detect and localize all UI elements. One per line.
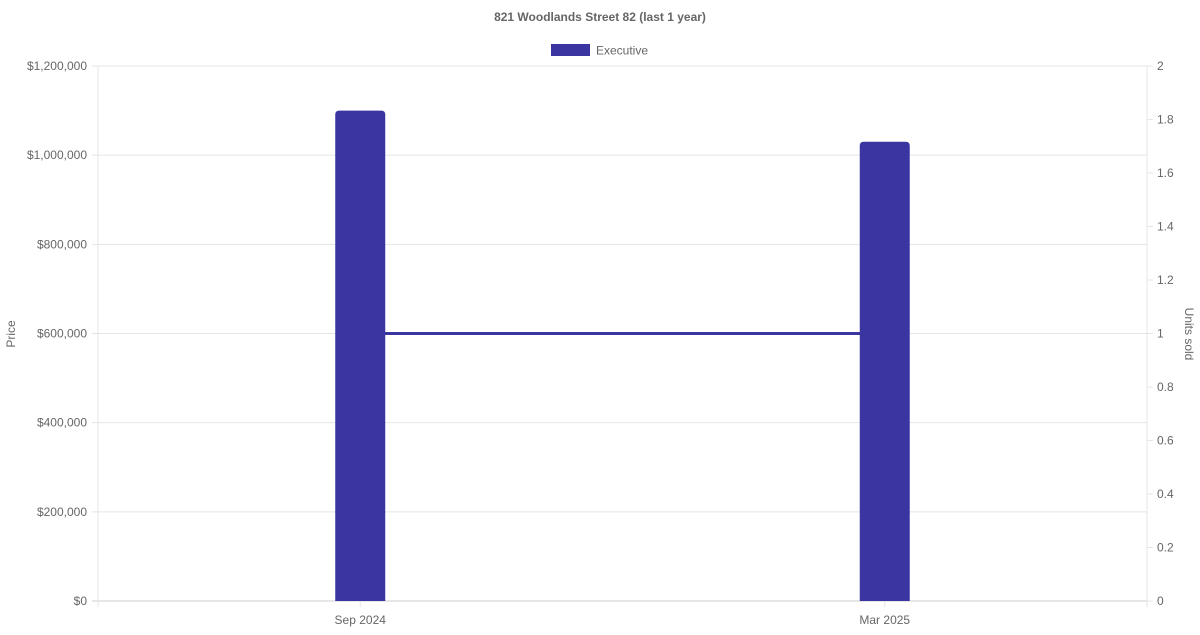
y2-tick-label: 1: [1157, 327, 1164, 341]
y2-tick-label: 1.4: [1157, 220, 1174, 234]
y2-tick-label: 0.2: [1157, 541, 1174, 555]
price-bar: [335, 110, 386, 601]
y2-tick-label: 0.8: [1157, 380, 1174, 394]
y2-axis-label: Units sold: [1182, 308, 1196, 361]
chart-title: 821 Woodlands Street 82 (last 1 year): [494, 10, 706, 24]
y-tick-label: $400,000: [37, 416, 87, 430]
legend-label: Executive: [596, 44, 648, 58]
y-tick-label: $800,000: [37, 237, 87, 251]
y2-tick-label: 2: [1157, 59, 1164, 73]
price-bar: [859, 141, 910, 601]
y2-tick-label: 1.2: [1157, 273, 1174, 287]
y-tick-label: $1,200,000: [27, 59, 87, 73]
x-tick-label: Mar 2025: [859, 613, 910, 627]
y2-tick-label: 0.4: [1157, 487, 1174, 501]
y-tick-label: $0: [74, 594, 88, 608]
y-tick-label: $600,000: [37, 327, 87, 341]
y2-tick-label: 1.6: [1157, 166, 1174, 180]
y-tick-label: $200,000: [37, 505, 87, 519]
y-axis-label: Price: [4, 320, 18, 348]
x-tick-label: Sep 2024: [335, 613, 387, 627]
y-tick-label: $1,000,000: [27, 148, 87, 162]
y2-tick-label: 0: [1157, 594, 1164, 608]
y2-tick-label: 1.8: [1157, 113, 1174, 127]
legend[interactable]: Executive: [551, 44, 648, 58]
y2-tick-label: 0.6: [1157, 434, 1174, 448]
legend-swatch: [551, 44, 590, 56]
